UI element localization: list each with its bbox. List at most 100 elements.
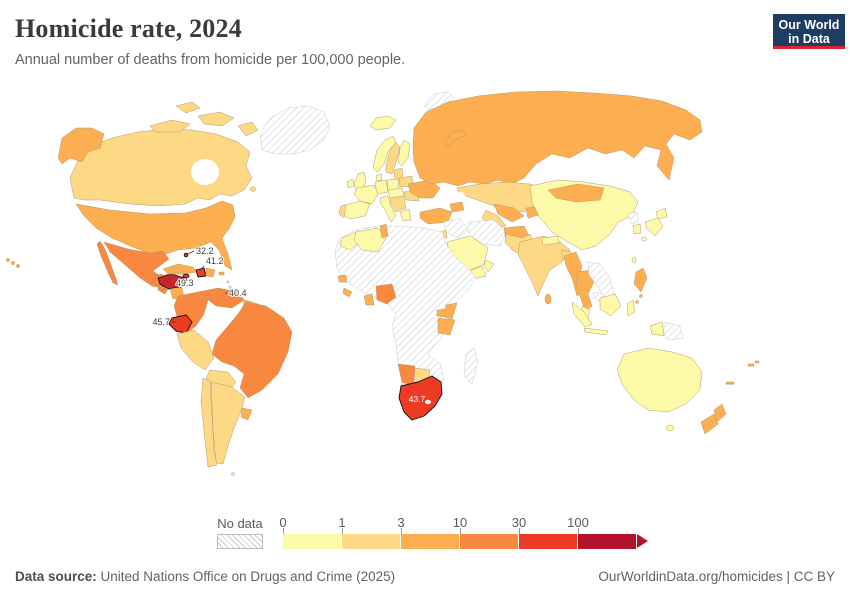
no-data-swatch[interactable] (217, 534, 263, 549)
country-new-zealand-north[interactable] (713, 403, 727, 423)
country-tanzania[interactable] (437, 317, 456, 336)
country-japan-hokkaido[interactable] (655, 207, 668, 220)
country-indonesia-papua[interactable] (649, 321, 665, 337)
country-australia[interactable] (616, 347, 703, 413)
country-portugal[interactable] (338, 204, 347, 219)
country-ireland[interactable] (346, 178, 355, 189)
legend-bin-5[interactable] (578, 534, 637, 549)
country-kenya[interactable] (444, 302, 458, 320)
legend-tick-mark (578, 528, 579, 534)
country-new-caledonia[interactable] (725, 381, 735, 385)
falkland-islands[interactable] (231, 472, 235, 476)
country-brazil[interactable] (211, 301, 293, 399)
country-fiji-island[interactable] (754, 360, 760, 364)
owid-logo[interactable]: Our World in Data (773, 14, 845, 49)
country-dominican-republic[interactable] (205, 267, 216, 278)
country-algeria[interactable] (353, 227, 387, 253)
country-mongolia[interactable] (547, 183, 605, 203)
country-fiji[interactable] (747, 363, 755, 367)
legend-tick-label: 100 (567, 515, 589, 530)
country-el-salvador[interactable] (157, 285, 169, 295)
country-sri-lanka[interactable] (544, 293, 552, 305)
country-madagascar[interactable] (463, 347, 479, 385)
country-argentina[interactable] (210, 381, 246, 465)
country-philippines-island[interactable] (635, 300, 639, 304)
country-novaya-zemlya[interactable] (444, 129, 467, 147)
world-map: 32.2 41.2 49.3 40.4 45.7 43.7 (0, 86, 850, 510)
country-balkans[interactable] (389, 195, 407, 213)
country-ghana[interactable] (363, 293, 375, 306)
country-denmark[interactable] (375, 173, 383, 182)
owid-logo-line1: Our World (778, 18, 840, 32)
country-syria-iraq[interactable] (443, 217, 469, 239)
legend-bin-3[interactable] (460, 534, 519, 549)
country-cuba[interactable] (162, 263, 198, 275)
country-indonesia-borneo[interactable] (599, 293, 622, 317)
country-mexico-baja[interactable] (96, 240, 119, 286)
country-turks-and-caicos[interactable] (183, 252, 189, 258)
country-italy[interactable] (379, 195, 397, 223)
no-data-label: No data (217, 516, 263, 531)
country-indonesia-sumatra[interactable] (571, 301, 593, 328)
country-iceland[interactable] (369, 115, 397, 131)
country-tasmania[interactable] (665, 424, 675, 432)
country-finland[interactable] (397, 139, 411, 167)
country-indonesia-java[interactable] (583, 327, 609, 336)
annotation-leader-line (185, 277, 188, 282)
country-north-korea[interactable] (627, 211, 640, 225)
country-uganda[interactable] (436, 308, 447, 318)
country-sierra-leone[interactable] (342, 287, 353, 298)
country-oman[interactable] (483, 259, 495, 273)
country-usa[interactable] (75, 200, 236, 271)
country-uzbekistan[interactable] (493, 203, 525, 223)
country-jamaica[interactable] (182, 273, 190, 279)
footer-link[interactable]: OurWorldinData.org/homicides | CC BY (598, 569, 835, 584)
country-puerto-rico[interactable] (218, 271, 225, 276)
country-japan-honshu[interactable] (644, 217, 664, 237)
legend-bin-0[interactable] (283, 534, 342, 549)
legend-tick-label: 0 (279, 515, 287, 530)
country-philippines[interactable] (633, 267, 648, 293)
country-tunisia[interactable] (379, 223, 389, 239)
country-hawaii[interactable] (6, 258, 20, 268)
country-caucasus[interactable] (449, 201, 465, 213)
country-peru[interactable] (176, 329, 215, 371)
legend-tick-label: 30 (511, 515, 527, 530)
country-uruguay[interactable] (240, 407, 253, 421)
page-subtitle: Annual number of deaths from homicide pe… (15, 52, 406, 68)
country-russia[interactable] (412, 90, 703, 187)
country-new-zealand-south[interactable] (700, 413, 719, 435)
country-newfoundland[interactable] (250, 186, 256, 192)
legend-tick-mark (342, 528, 343, 534)
country-canada-arctic-islands[interactable] (149, 101, 259, 137)
country-nigeria[interactable] (375, 283, 397, 305)
country-philippines-island[interactable] (639, 294, 643, 298)
country-alaska[interactable] (57, 127, 105, 165)
country-iran[interactable] (467, 219, 507, 247)
country-poland[interactable] (386, 178, 400, 191)
country-nepal[interactable] (541, 235, 560, 246)
legend-color-bar[interactable] (283, 534, 637, 549)
map-value-label: 41.2 (206, 256, 224, 266)
legend-bin-1[interactable] (342, 534, 401, 549)
country-taiwan[interactable] (631, 256, 637, 264)
country-japan-kyushu[interactable] (641, 236, 647, 242)
map-value-label: 32.2 (196, 246, 214, 256)
country-france[interactable] (353, 184, 379, 205)
legend-bin-4[interactable] (519, 534, 578, 549)
country-papua-new-guinea[interactable] (663, 321, 684, 341)
country-south-korea[interactable] (632, 223, 642, 235)
lesser-antilles-islands[interactable] (226, 280, 233, 292)
country-namibia[interactable] (397, 363, 416, 387)
country-greece[interactable] (399, 208, 412, 222)
country-sweden[interactable] (385, 141, 401, 175)
map-value-label: 43.7 (409, 394, 426, 404)
country-south-africa[interactable] (398, 375, 443, 421)
country-greenland[interactable] (259, 105, 331, 155)
country-chile[interactable] (200, 377, 218, 468)
country-indonesia-sulawesi[interactable] (626, 299, 636, 317)
country-senegal[interactable] (337, 274, 348, 283)
legend-bin-2[interactable] (401, 534, 460, 549)
country-venezuela[interactable] (197, 287, 245, 309)
country-canada[interactable] (69, 128, 253, 207)
